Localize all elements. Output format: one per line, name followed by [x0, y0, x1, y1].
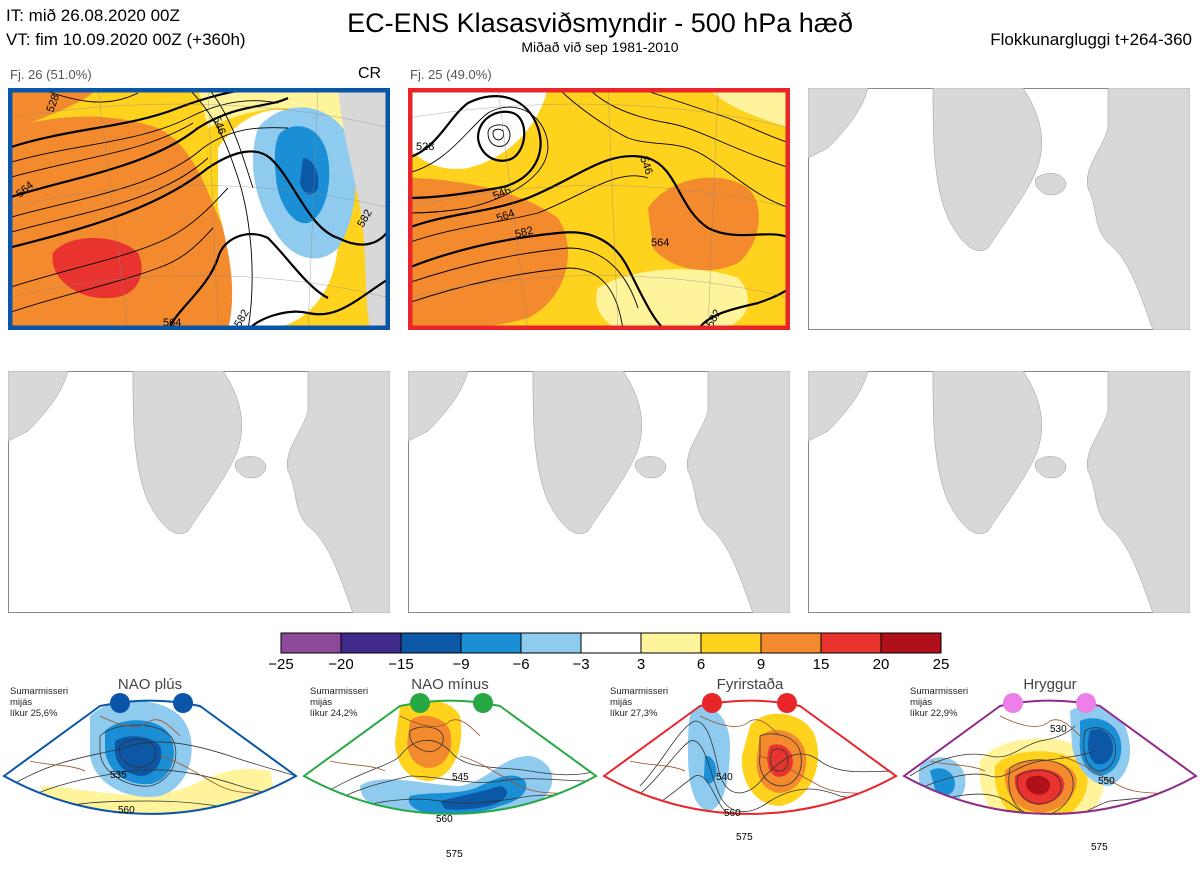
colorbar-swatch — [580, 632, 642, 654]
colorbar-tick: 25 — [932, 656, 950, 673]
colorbar-swatch — [400, 632, 462, 654]
page-subtitle: Miðað við sep 1981-2010 — [521, 39, 679, 55]
regime-contour-label: 575 — [446, 849, 463, 860]
regime-contour-label: 535 — [110, 770, 127, 781]
colorbar-tick: −9 — [452, 656, 470, 673]
empty-map-slot — [408, 371, 790, 613]
colorbar-tick: −20 — [328, 656, 354, 673]
colorbar-swatch — [460, 632, 522, 654]
page-title: EC-ENS Klasasviðsmyndir - 500 hPa hæð — [347, 8, 853, 38]
cluster-1-label: Fj. 26 (51.0%) — [10, 67, 92, 82]
cluster-2-contour-label: 528 — [416, 141, 434, 153]
colorbar-swatch — [340, 632, 402, 654]
regime-info: Sumarmisseri mijás líkur 22,9% — [910, 686, 969, 719]
colorbar-swatch — [640, 632, 702, 654]
regime-nao-plus: NAO plús Sumarmisseri mijás líkur 25,6% — [0, 676, 300, 871]
regime-title: NAO plús — [117, 676, 183, 693]
colorbar-tick: 9 — [756, 656, 766, 673]
colorbar-tick: 15 — [812, 656, 830, 673]
issue-time: IT: mið 26.08.2020 00Z — [6, 6, 180, 25]
cluster-1-contour-label: 528 — [45, 93, 63, 114]
regime-contour-label: 575 — [1091, 842, 1108, 853]
empty-map-slot — [8, 371, 390, 613]
regime-info: Sumarmisseri mijás líkur 25,6% — [10, 686, 69, 719]
classification-window: Flokkunargluggi t+264-360 — [990, 30, 1192, 49]
colorbar-swatch — [760, 632, 822, 654]
colorbar-swatch — [280, 632, 342, 654]
cluster-2-contour-label: 582 — [514, 225, 535, 241]
regime-hryggur: Hryggur Sumarmisseri mijás líkur 22,9% — [900, 676, 1200, 871]
regime-contour-label: 545 — [452, 772, 469, 783]
cluster-2-map: 528 546 564 582 546 564 582 — [408, 88, 790, 330]
regime-contour-label: 560 — [436, 814, 453, 825]
colorbar-swatch — [520, 632, 582, 654]
regime-title: NAO mínus — [411, 676, 489, 693]
cluster-2-contour-label: 564 — [651, 237, 669, 249]
colorbar-tick: 6 — [696, 656, 706, 673]
regime-info: Sumarmisseri mijás líkur 27,3% — [610, 686, 669, 719]
regime-contour-label: 560 — [118, 805, 135, 816]
regime-nao-minus: NAO mínus Sumarmisseri mijás líkur 24,2% — [300, 676, 600, 871]
regime-contour-label: 575 — [736, 832, 753, 843]
regime-info: Sumarmisseri mijás líkur 24,2% — [310, 686, 369, 719]
colorbar-tick: 3 — [636, 656, 646, 673]
regime-contour-label: 530 — [1050, 724, 1067, 735]
regime-title: Fyrirstaða — [716, 676, 784, 693]
colorbar-tick: −3 — [572, 656, 590, 673]
colorbar-tick: 20 — [872, 656, 890, 673]
regime-fyrirstada: Fyrirstaða Sumarmisseri mijás líkur 27,3… — [600, 676, 900, 871]
colorbar-tick: −25 — [268, 656, 294, 673]
header-times: IT: mið 26.08.2020 00Z VT: fim 10.09.202… — [6, 4, 246, 52]
regime-contour-label: 560 — [724, 808, 741, 819]
cluster-1-contour-label: 546 — [210, 115, 228, 136]
cluster-2-contour-label: 564 — [495, 207, 516, 225]
colorbar — [280, 632, 944, 659]
cluster-1-tag: CR — [358, 65, 382, 82]
regime-contour-label: 540 — [716, 772, 733, 783]
colorbar-tick: −15 — [388, 656, 414, 673]
colorbar-swatch — [880, 632, 942, 654]
colorbar-tick: −6 — [512, 656, 530, 673]
cluster-2-label: Fj. 25 (49.0%) — [410, 67, 492, 82]
valid-time: VT: fim 10.09.2020 00Z (+360h) — [6, 30, 246, 49]
cluster-2-contour-label: 546 — [637, 155, 655, 176]
regime-title: Hryggur — [1023, 676, 1077, 693]
colorbar-swatch — [700, 632, 762, 654]
empty-map-slot — [808, 371, 1190, 613]
colorbar-swatch — [820, 632, 882, 654]
cluster-1-map: 546 564 582 564 582 528 — [8, 88, 390, 330]
empty-map-slot — [808, 88, 1190, 330]
regime-contour-label: 550 — [1098, 776, 1115, 787]
